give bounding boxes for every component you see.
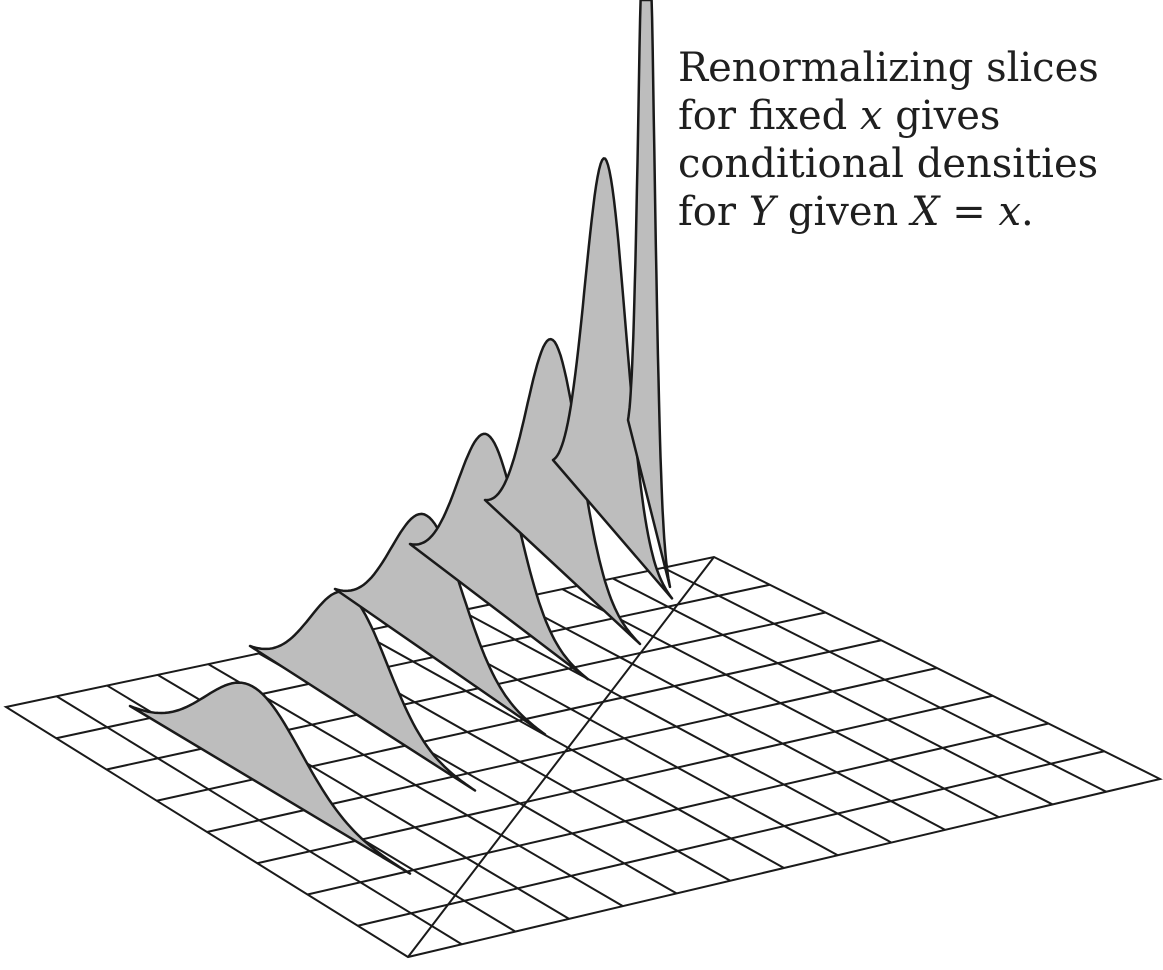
grid-line xyxy=(357,750,1105,927)
caption-var-x: x xyxy=(859,93,883,139)
caption-line-4: for Y given X = x. xyxy=(678,189,1034,235)
density-slices xyxy=(128,0,674,875)
grid-line xyxy=(257,694,993,865)
density-slice-2 xyxy=(248,590,477,792)
figure-caption: Renormalizing slices for fixed x gives c… xyxy=(678,44,1148,236)
density-slice-5 xyxy=(483,337,642,646)
caption-line-2: for fixed x gives xyxy=(678,93,1001,139)
caption-var-Y: Y xyxy=(748,189,776,235)
diagonal-line xyxy=(407,556,715,958)
density-slice-4 xyxy=(408,432,590,681)
caption-var-X: X xyxy=(911,189,940,235)
base-grid xyxy=(3,555,1163,959)
caption-line-1: Renormalizing slices xyxy=(678,45,1099,91)
grid-line xyxy=(307,722,1049,896)
density-slice-7 xyxy=(626,0,672,589)
caption-var-x2: x xyxy=(998,189,1021,235)
density-slice-1 xyxy=(128,681,412,875)
caption-line-3: conditional densities xyxy=(678,141,1099,187)
density-slice-6 xyxy=(551,157,674,600)
